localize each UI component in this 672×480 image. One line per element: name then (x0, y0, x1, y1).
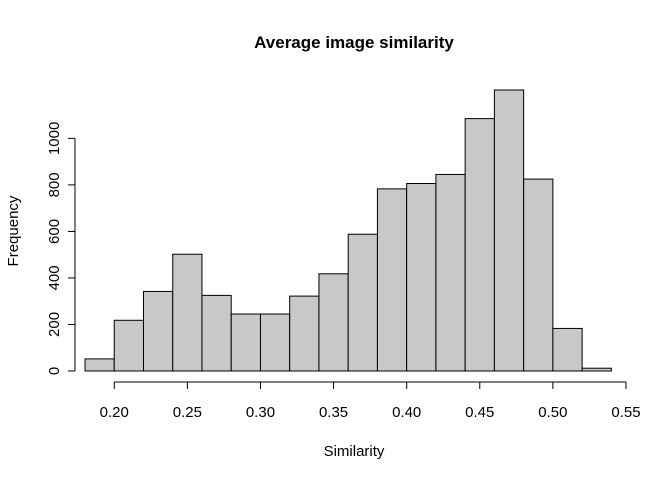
chart-title: Average image similarity (254, 33, 454, 52)
histogram-bar-14 (464, 118, 495, 372)
y-tick-label-4: 600 (46, 219, 63, 244)
histogram-bar-8 (289, 295, 320, 372)
histogram-bar-11 (376, 188, 408, 372)
x-tick-label-8: 0.55 (611, 404, 640, 421)
y-tick-label-3: 400 (46, 265, 63, 290)
histogram-bar-12 (406, 183, 437, 372)
bars-layer (84, 89, 612, 372)
y-tick-label-1: 0 (46, 367, 63, 375)
histogram-bar-6 (230, 313, 261, 372)
y-ticks-layer: 0 200 400 600 800 1000 (46, 122, 75, 375)
y-tick-label-2: 200 (46, 312, 63, 337)
x-tick-label-1: 0.20 (100, 404, 129, 421)
x-axis-label: Similarity (324, 443, 385, 460)
histogram-bar-7 (259, 313, 291, 372)
histogram-bar-13 (435, 173, 466, 372)
histogram-bar-1 (84, 358, 115, 372)
x-tick-label-4: 0.35 (319, 404, 348, 421)
x-tick-label-2: 0.25 (173, 404, 202, 421)
x-tick-label-3: 0.30 (246, 404, 275, 421)
histogram-bar-10 (347, 233, 378, 372)
histogram-bar-2 (113, 319, 144, 372)
x-tick-label-6: 0.45 (465, 404, 494, 421)
histogram-bar-16 (523, 178, 554, 372)
x-ticks-layer: 0.20 0.25 0.30 0.35 0.40 0.45 0.50 0.55 (100, 382, 641, 421)
y-tick-label-6: 1000 (46, 122, 63, 155)
x-tick-label-5: 0.40 (392, 404, 421, 421)
histogram-bar-5 (201, 294, 232, 372)
histogram-bar-17 (552, 327, 583, 372)
histogram-bar-15 (493, 89, 525, 372)
histogram-bar-4 (172, 253, 203, 372)
x-tick-label-7: 0.50 (538, 404, 567, 421)
y-tick-label-5: 800 (46, 172, 63, 197)
histogram-bar-18 (581, 367, 612, 372)
y-axis-label: Frequency (5, 195, 22, 266)
histogram-bar-3 (142, 290, 174, 372)
histogram-bar-9 (318, 273, 349, 372)
